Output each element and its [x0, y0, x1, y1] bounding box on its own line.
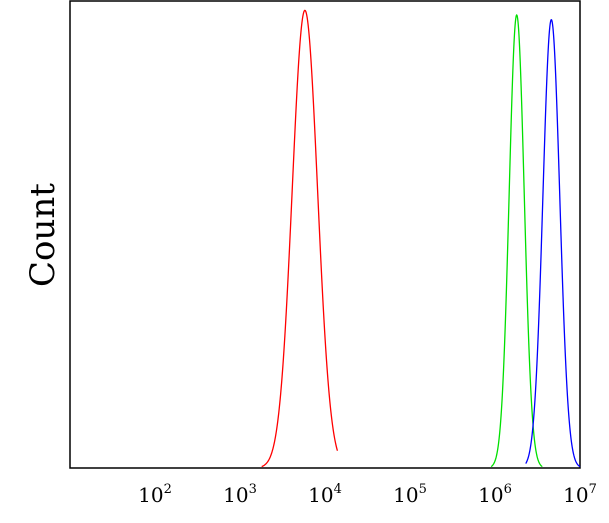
- x-tick-label: 106: [478, 482, 512, 507]
- plot-frame: [69, 0, 581, 469]
- x-tick-label: 102: [138, 482, 172, 507]
- series-line-2: [525, 19, 581, 468]
- x-tick-layer: 102 103 104 105 106 107: [138, 482, 597, 507]
- x-tick-label: 107: [563, 482, 597, 507]
- series-layer: [261, 9, 581, 468]
- y-axis-label: Count: [23, 183, 63, 287]
- x-tick-label: 103: [223, 482, 257, 507]
- x-tick-label: 104: [308, 482, 342, 507]
- series-line-1: [490, 13, 543, 468]
- x-tick-label: 105: [393, 482, 427, 507]
- series-line-0: [261, 9, 339, 468]
